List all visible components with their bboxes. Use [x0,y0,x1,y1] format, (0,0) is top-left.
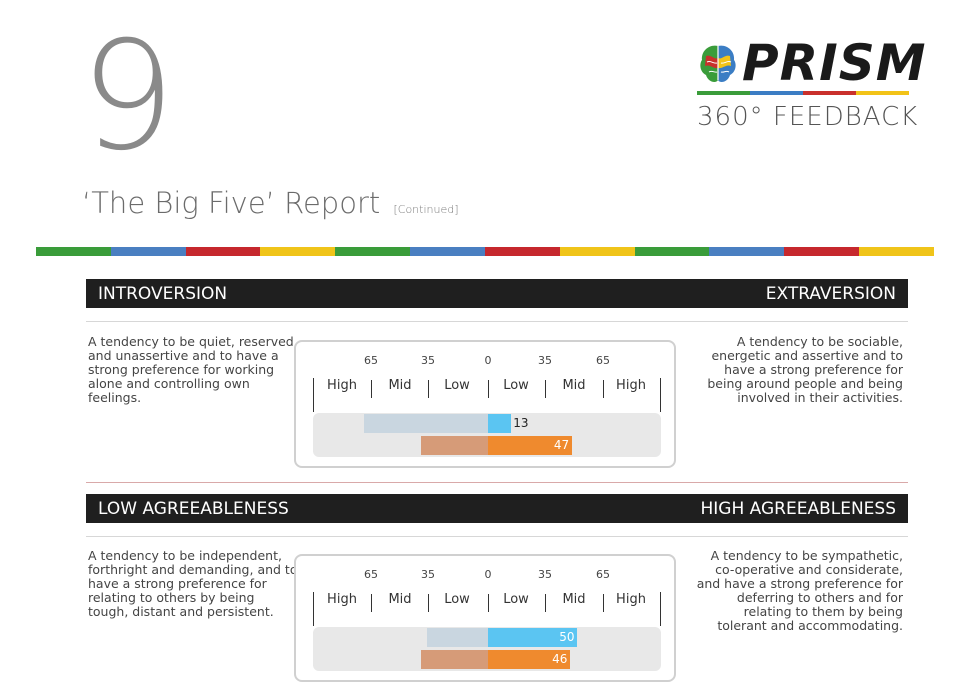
scale-band-label: Low [444,592,470,607]
scale-band-separator [488,380,489,398]
others-score-ghost-bar [421,436,488,455]
scale-tick-number: 65 [596,568,610,581]
self-score-bar [488,414,512,433]
logo-color-bar-segment [803,91,856,95]
report-title: ‘The Big Five’ Report [Continued] [82,186,459,220]
scale-band-separator [371,380,372,398]
scale-band-label: High [616,592,646,607]
right-description: A tendency to be sociable, energetic and… [707,334,903,405]
scale-band-separator [313,378,314,412]
section-left-title: INTROVERSION [98,284,228,304]
self-score-bar [488,628,578,647]
scale-band-label: Mid [562,592,586,607]
section-header-agreeableness: LOW AGREEABLENESS HIGH AGREEABLENESS [86,494,908,523]
scale-band-label: High [327,592,357,607]
scale-band-separator [428,594,429,612]
color-stripe-segment [784,247,860,256]
logo-color-bar-segment [750,91,803,95]
scale-band-separator [545,380,546,398]
scale-band-separator [660,378,661,412]
left-description: A tendency to be independent, forthright… [88,548,298,619]
color-stripe-segment [36,247,111,256]
color-stripe-segment [335,247,411,256]
report-title-suffix: [Continued] [393,203,459,216]
logo-color-bar-segment [697,91,750,95]
scale-tick-number: 65 [364,568,378,581]
scale-band-separator [313,592,314,626]
left-description: A tendency to be quiet, reserved and una… [88,334,294,405]
logo-color-bar-segment [856,91,909,95]
scale-tick-number: 0 [484,568,492,581]
color-stripe-segment [110,247,186,256]
scale-band-separator [603,594,604,612]
scale-band-label: Mid [388,592,412,607]
scale-tick-number: 35 [421,568,435,581]
score-value-label: 47 [553,438,570,452]
color-stripe-segment [484,247,560,256]
color-stripe-segment [634,247,710,256]
color-stripe-segment [859,247,934,256]
scale-band-separator [428,380,429,398]
section-divider [86,536,908,537]
scale-band-separator [488,594,489,612]
section-right-title: HIGH AGREEABLENESS [700,499,897,519]
scale-band-separator [371,594,372,612]
score-value-label: 46 [552,652,568,666]
scale-band-label: Mid [562,378,586,393]
self-score-ghost-bar [426,628,488,647]
report-title-text: ‘The Big Five’ Report [82,186,381,220]
color-stripe-segment [559,247,635,256]
scale-band-label: Mid [388,378,412,393]
score-scale-panel: 65 35 0 35 65 High Mid Low Low Mid High 50 46 [294,554,676,682]
scale-band-label: High [327,378,357,393]
score-value-label: 50 [559,630,575,644]
scale-tick-number: 35 [538,568,552,581]
score-value-label: 13 [513,416,529,430]
color-stripe-segment [709,247,785,256]
logo-wordmark: PRISM [742,34,927,92]
logo-color-bar [697,91,909,95]
section-left-title: LOW AGREEABLENESS [98,499,289,519]
right-description: A tendency to be sympathetic, co-operati… [696,548,903,633]
self-score-ghost-bar [364,414,488,433]
scale-tick-number: 65 [364,354,378,367]
scale-band-label: Low [444,378,470,393]
color-stripe-segment [410,247,485,256]
color-stripe [36,247,934,256]
others-score-ghost-bar [421,650,488,669]
brain-logo-icon [700,45,736,83]
logo-subtitle: 360° FEEDBACK [697,102,919,132]
scale-band-separator [545,594,546,612]
scale-band-label: High [616,378,646,393]
section-header-extraversion: INTROVERSION EXTRAVERSION [86,279,908,308]
scale-band-separator [660,592,661,626]
scale-tick-number: 35 [538,354,552,367]
others-score-bar [488,436,572,455]
scale-band-separator [603,380,604,398]
others-score-bar [488,650,571,669]
page-number: 9 [80,10,175,184]
section-divider [86,321,908,322]
section-end-rule [86,482,908,483]
scale-band-label: Low [503,592,529,607]
scale-tick-number: 35 [421,354,435,367]
color-stripe-segment [260,247,336,256]
scale-tick-number: 0 [484,354,492,367]
scale-tick-number: 65 [596,354,610,367]
scale-band-label: Low [503,378,529,393]
section-right-title: EXTRAVERSION [765,284,896,304]
score-scale-panel: 65 35 0 35 65 High Mid Low Low Mid High 13 47 [294,340,676,468]
color-stripe-segment [185,247,261,256]
